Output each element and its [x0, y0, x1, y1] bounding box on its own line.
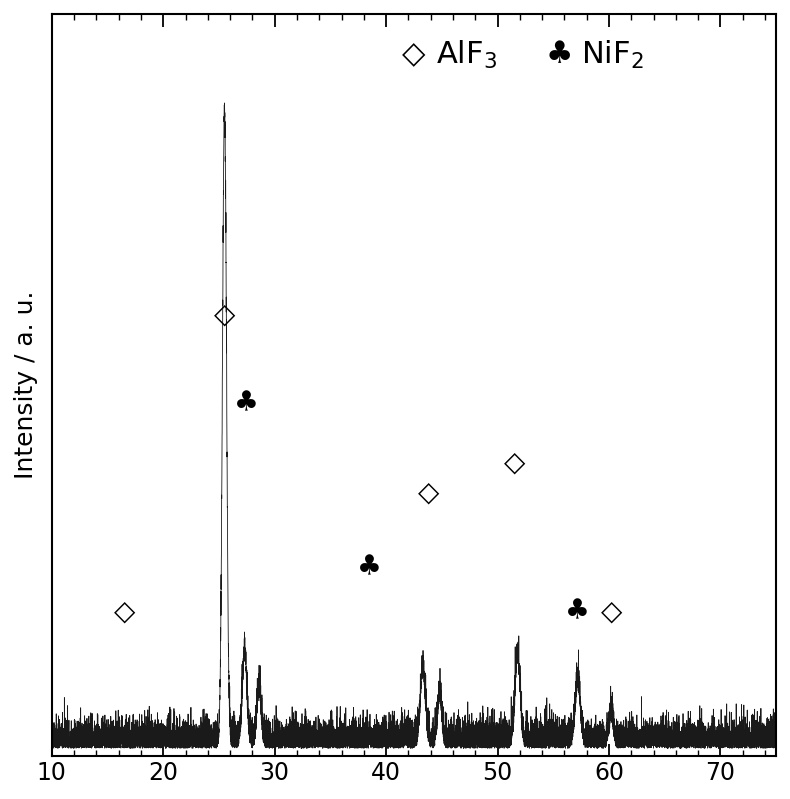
Text: ◇: ◇ [503, 449, 525, 477]
Text: ◇: ◇ [418, 479, 439, 507]
Text: NiF$_2$: NiF$_2$ [581, 38, 644, 71]
Text: AlF$_3$: AlF$_3$ [436, 38, 498, 71]
Text: ◇: ◇ [114, 598, 135, 626]
Text: ♣: ♣ [357, 553, 382, 581]
Text: ♣: ♣ [235, 390, 259, 418]
Text: ♣: ♣ [545, 40, 573, 70]
Text: ◇: ◇ [402, 40, 426, 70]
Text: ◇: ◇ [214, 300, 235, 328]
Text: ◇: ◇ [600, 598, 622, 626]
Text: ♣: ♣ [566, 598, 590, 626]
Y-axis label: Intensity / a. u.: Intensity / a. u. [14, 291, 38, 479]
